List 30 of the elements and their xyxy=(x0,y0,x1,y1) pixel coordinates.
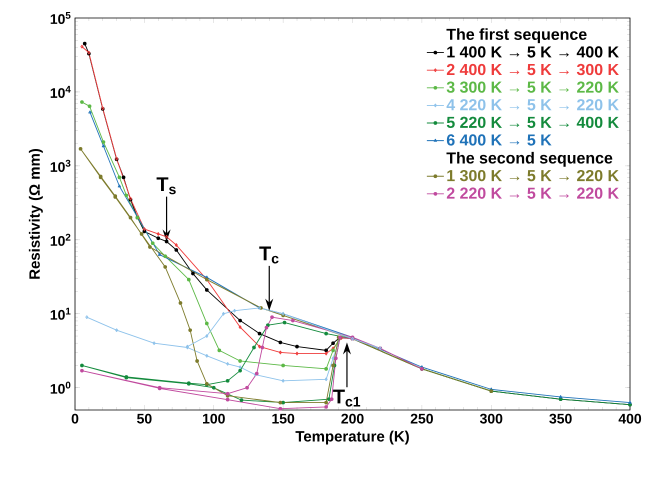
legend-label: 1 400 K → 5 K → 400 K xyxy=(447,46,619,58)
legend-label: 2 220 K → 5 K → 220 K xyxy=(446,188,619,199)
annotation: T$_{c}$ xyxy=(259,246,279,264)
x-tick-label: 350 xyxy=(549,414,572,424)
y-axis-title: Resistivity (Ω mm) xyxy=(28,148,43,279)
x-tick-label: 50 xyxy=(137,414,152,424)
y-tick-label: 10$^{4}$ xyxy=(50,86,71,98)
legend-label: 6 400 K → 5 K xyxy=(446,134,552,146)
y-tick-label: 10$^{5}$ xyxy=(50,12,71,24)
legend-label: 1 300 K → 5 K → 220 K xyxy=(447,170,619,182)
annotation: T$_{c1}$ xyxy=(333,390,360,407)
legend-label: 3 300 K → 5 K → 220 K xyxy=(446,81,619,93)
x-tick-label: 150 xyxy=(272,414,294,424)
annotation: The second sequence xyxy=(446,152,612,167)
y-tick-label: 10$^{2}$ xyxy=(50,234,70,246)
annotation: The first sequence xyxy=(446,28,587,44)
x-tick-label: 300 xyxy=(480,414,502,424)
x-tick-label: 400 xyxy=(618,414,642,424)
x-axis-title: Temperature (K) xyxy=(296,430,409,445)
y-tick-label: 10$^{1}$ xyxy=(50,308,71,320)
legend-label: 2 400 K → 5 K → 300 K xyxy=(446,64,619,76)
y-tick-label: 10$^{3}$ xyxy=(50,160,70,172)
y-tick-label: 10$^{0}$ xyxy=(50,382,70,394)
legend-label: 5 220 K → 5 K → 400 K xyxy=(446,116,619,128)
x-tick-label: 200 xyxy=(341,414,364,424)
x-tick-label: 250 xyxy=(410,414,433,424)
legend-label: 4 220 K → 5 K → 220 K xyxy=(446,99,619,110)
x-tick-label: 0 xyxy=(72,414,78,424)
x-tick-label: 100 xyxy=(202,414,225,424)
annotation: T$_{s}$ xyxy=(156,177,176,194)
